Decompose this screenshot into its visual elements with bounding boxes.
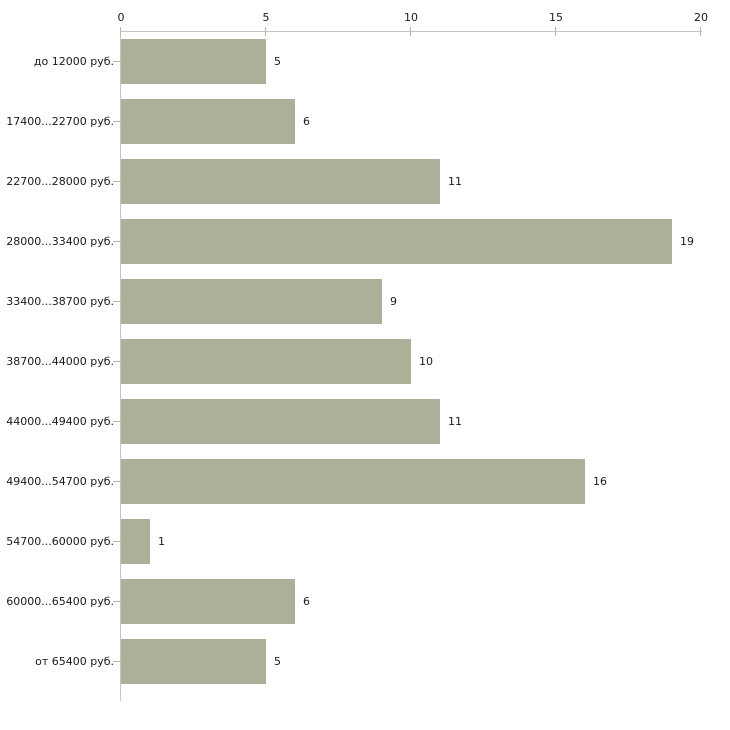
bar xyxy=(121,339,411,384)
x-axis-tick-mark xyxy=(555,27,556,36)
x-axis-tick-label: 15 xyxy=(549,11,563,24)
category-tick-mark xyxy=(113,121,121,122)
bar xyxy=(121,39,266,84)
x-axis-tick-label: 0 xyxy=(117,11,125,24)
bar-value-label: 11 xyxy=(448,415,462,428)
bar xyxy=(121,639,266,684)
category-label: 44000...49400 руб. xyxy=(6,414,114,428)
category-tick-mark xyxy=(113,661,121,662)
bar xyxy=(121,579,295,624)
category-tick-mark xyxy=(113,601,121,602)
bar xyxy=(121,99,295,144)
bar-value-label: 5 xyxy=(274,55,281,68)
category-label: до 12000 руб. xyxy=(33,54,114,68)
category-tick-mark xyxy=(113,61,121,62)
x-axis-tick-label: 10 xyxy=(404,11,418,24)
x-axis-tick-mark xyxy=(410,27,411,36)
category-tick-mark xyxy=(113,481,121,482)
x-axis-tick-label: 5 xyxy=(262,11,270,24)
category-tick-mark xyxy=(113,181,121,182)
category-tick-mark xyxy=(113,241,121,242)
category-label: 49400...54700 руб. xyxy=(6,474,114,488)
bar-value-label: 9 xyxy=(390,295,397,308)
y-axis-labels: до 12000 руб. 17400...22700 руб. 22700...2… xyxy=(0,31,114,700)
category-tick-mark xyxy=(113,361,121,362)
x-axis-tick-mark xyxy=(265,27,266,36)
bar-value-label: 16 xyxy=(593,475,607,488)
category-tick-mark xyxy=(113,301,121,302)
bar-value-label: 1 xyxy=(158,535,165,548)
category-tick-mark xyxy=(113,421,121,422)
plot-area: 0 5 10 15 20 5 6 11 19 9 10 11 16 1 6 5 xyxy=(113,11,708,701)
category-label: 33400...38700 руб. xyxy=(6,294,114,308)
category-label: 17400...22700 руб. xyxy=(6,114,114,128)
bar xyxy=(121,399,440,444)
x-axis-tick-mark xyxy=(120,27,121,36)
category-label: 22700...28000 руб. xyxy=(6,174,114,188)
bar-value-label: 11 xyxy=(448,175,462,188)
bar-value-label: 6 xyxy=(303,595,310,608)
x-axis-tick-label: 20 xyxy=(694,11,708,24)
category-label: 28000...33400 руб. xyxy=(6,234,114,248)
bar-value-label: 19 xyxy=(680,235,694,248)
bar-value-label: 5 xyxy=(274,655,281,668)
bar xyxy=(121,519,150,564)
x-axis-tick-mark xyxy=(700,27,701,36)
bar xyxy=(121,459,585,504)
category-tick-mark xyxy=(113,541,121,542)
category-label: 38700...44000 руб. xyxy=(6,354,114,368)
bar xyxy=(121,159,440,204)
category-label: 60000...65400 руб. xyxy=(6,594,114,608)
bar-value-label: 6 xyxy=(303,115,310,128)
category-label: 54700...60000 руб. xyxy=(6,534,114,548)
bar xyxy=(121,219,672,264)
bar xyxy=(121,279,382,324)
category-label: от 65400 руб. xyxy=(35,654,114,668)
bar-value-label: 10 xyxy=(419,355,433,368)
